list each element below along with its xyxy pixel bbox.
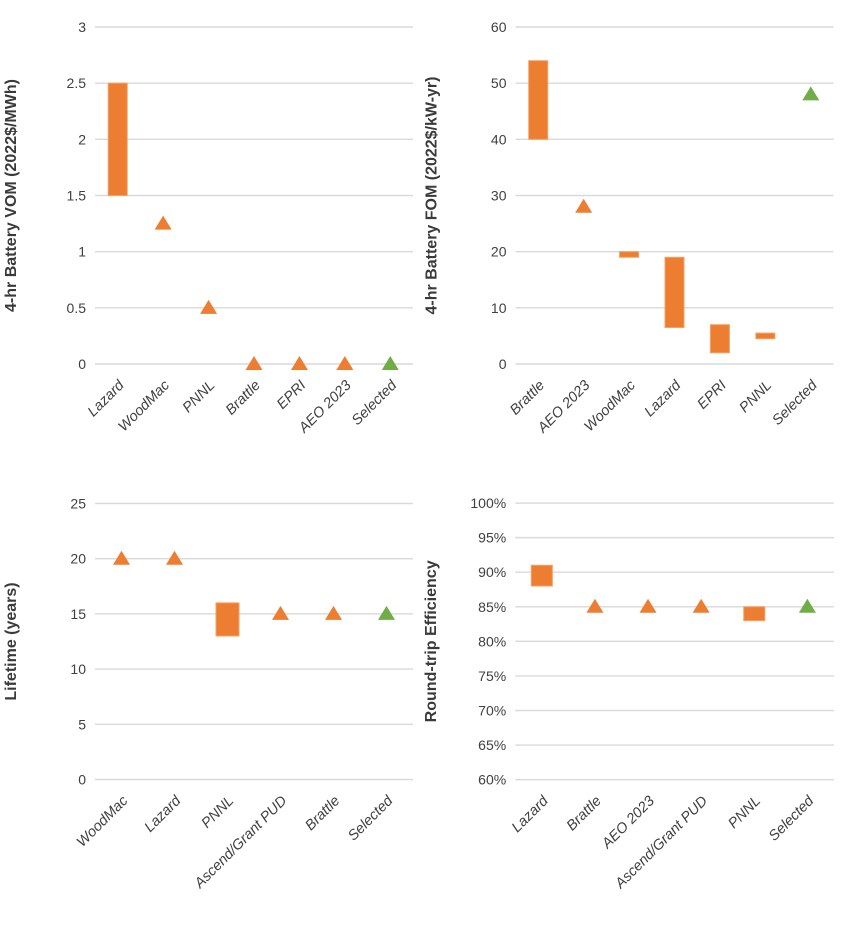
x-category-label-lazard: Lazard	[642, 377, 685, 420]
y-tick-label: 10	[491, 300, 507, 316]
y-tick-label: 50	[491, 75, 507, 91]
marker-point-selected	[378, 605, 395, 620]
marker-range-lazard	[107, 82, 128, 196]
x-category-label-pnnl: PNNL	[737, 378, 776, 417]
y-tick-label: 0	[78, 772, 86, 788]
marker-point-woodmac	[113, 550, 130, 565]
marker-point-brattle	[325, 605, 342, 620]
marker-range-epri	[709, 324, 730, 354]
marker-point-selected	[798, 598, 816, 613]
marker-range-lazard	[664, 256, 685, 328]
y-tick-label: 95%	[478, 530, 506, 546]
chart-svg: 60% 65% 70% 75% 80% 85% 90% 95% 100% Round-trip E…	[422, 495, 834, 893]
marker-range-woodmac	[619, 251, 640, 258]
y-tick-label: 1.5	[67, 188, 87, 204]
marker-point-aeo-2023	[639, 598, 657, 613]
y-axis-title: 4-hr Battery VOM (2022$/MWh)	[3, 79, 20, 312]
marker-point-epri	[290, 356, 308, 370]
y-tick-label: 10	[70, 661, 86, 677]
x-category-label-selected: Selected	[769, 377, 821, 429]
y-tick-label: 80%	[478, 633, 506, 649]
y-tick-label: 0	[499, 356, 507, 372]
y-tick-label: 85%	[478, 599, 506, 615]
y-tick-label: 0	[78, 356, 86, 372]
y-tick-label: 65%	[478, 737, 506, 753]
chart-svg: 0 0.5 1 1.5 2 2.5 3 4-hr Battery VOM (2022$/MWh…	[3, 19, 413, 437]
x-category-label-selected: Selected	[349, 377, 401, 429]
y-tick-label: 100%	[470, 495, 506, 511]
marker-point-aeo-2023	[336, 356, 354, 370]
y-tick-label: 25	[70, 496, 86, 512]
marker-point-aeo-2023	[575, 198, 593, 213]
chart-battery-vom: 0 0.5 1 1.5 2 2.5 3 4-hr Battery VOM (2022$/MWh…	[0, 0, 420, 474]
y-axis-title: Round-trip Efficiency	[422, 560, 440, 722]
marker-range-pnnl	[743, 606, 766, 622]
marker-point-woodmac	[154, 215, 172, 230]
marker-point-pnnl	[200, 299, 218, 314]
x-category-label-lazard: Lazard	[142, 792, 185, 835]
x-category-label-ascend-grant-pud: Ascend/Grant PUD	[612, 793, 712, 893]
y-tick-label: 1	[78, 244, 86, 260]
y-tick-label: 15	[70, 606, 86, 622]
x-category-label-pnnl: PNNL	[199, 793, 238, 832]
chart-svg: 0 10 20 30 40 50 60 4-hr Battery FOM (2022$/kW-…	[424, 19, 834, 437]
x-category-label-epri: EPRI	[695, 378, 730, 413]
y-axis-title: 4-hr Battery FOM (2022$/kW-yr)	[424, 77, 441, 315]
y-tick-label: 30	[491, 188, 507, 204]
x-category-label-lazard: Lazard	[85, 377, 128, 420]
x-category-label-pnnl: PNNL	[725, 793, 764, 832]
y-tick-label: 75%	[478, 668, 506, 684]
x-category-label-selected: Selected	[766, 793, 818, 845]
x-category-label-lazard: Lazard	[509, 793, 552, 836]
y-tick-label: 60	[491, 19, 507, 35]
x-category-label-selected: Selected	[345, 792, 397, 844]
marker-point-lazard	[166, 550, 183, 565]
chart-lifetime: 0 5 10 15 20 25 Lifetime (years) WoodMac Lazard P…	[0, 474, 420, 949]
chart-round-trip-efficiency: 60% 65% 70% 75% 80% 85% 90% 95% 100% Round-trip E…	[420, 474, 841, 949]
y-tick-label: 40	[491, 131, 507, 147]
marker-range-brattle	[528, 60, 549, 140]
x-category-label-brattle: Brattle	[223, 378, 264, 419]
marker-range-pnnl	[215, 602, 240, 637]
marker-point-selected	[381, 356, 399, 370]
marker-point-brattle	[586, 598, 604, 613]
x-category-label-brattle: Brattle	[507, 378, 548, 419]
x-category-label-brattle: Brattle	[302, 793, 343, 834]
marker-point-ascend-grant-pud	[272, 605, 289, 620]
marker-point-selected	[802, 86, 820, 101]
y-tick-label: 3	[78, 19, 86, 35]
marker-point-ascend-grant-pud	[692, 598, 710, 613]
x-category-label-ascend-grant-pud: Ascend/Grant PUD	[191, 793, 290, 892]
y-tick-label: 5	[78, 716, 86, 732]
y-axis-title: Lifetime (years)	[3, 582, 20, 700]
chart-battery-fom: 0 10 20 30 40 50 60 4-hr Battery FOM (2022$/kW-…	[420, 0, 841, 474]
y-tick-label: 70%	[478, 703, 506, 719]
marker-point-brattle	[245, 356, 263, 370]
y-tick-label: 90%	[478, 564, 506, 580]
y-tick-label: 2.5	[67, 75, 87, 91]
y-tick-label: 20	[491, 244, 507, 260]
x-category-label-pnnl: PNNL	[180, 378, 219, 417]
y-tick-label: 2	[78, 131, 86, 147]
y-tick-label: 20	[70, 551, 86, 567]
chart-svg: 0 5 10 15 20 25 Lifetime (years) WoodMac Lazard P…	[3, 496, 413, 892]
x-category-label-brattle: Brattle	[564, 793, 605, 834]
y-tick-label: 60%	[478, 772, 506, 788]
y-tick-label: 0.5	[67, 300, 87, 316]
x-category-label-woodmac: WoodMac	[74, 792, 132, 850]
marker-range-lazard	[530, 564, 553, 587]
x-category-label-epri: EPRI	[274, 378, 309, 413]
marker-range-pnnl	[755, 332, 776, 340]
